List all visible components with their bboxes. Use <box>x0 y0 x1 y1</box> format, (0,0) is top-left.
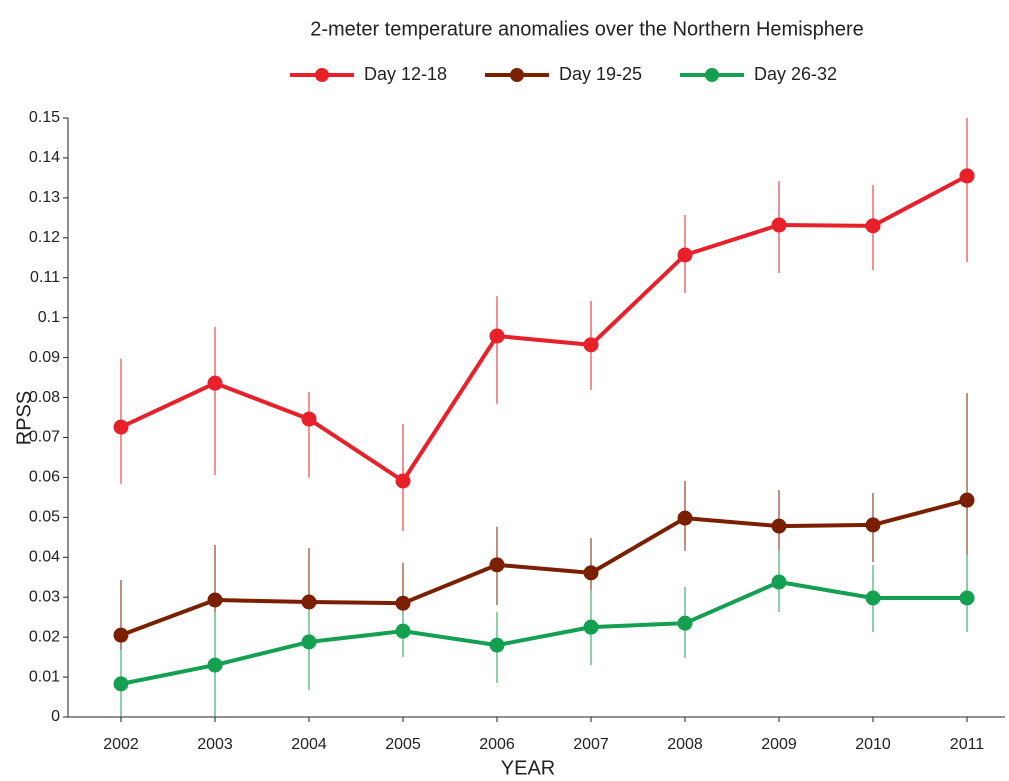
series-line <box>120 174 968 483</box>
y-tick-label: 0.14 <box>29 149 60 166</box>
data-point <box>395 595 411 611</box>
data-point <box>113 627 129 643</box>
data-point <box>113 419 129 435</box>
legend-label: Day 26-32 <box>754 64 837 84</box>
y-tick-label: 0.15 <box>29 109 60 126</box>
x-tick-label: 2002 <box>103 736 139 753</box>
x-tick-label: 2010 <box>855 736 891 753</box>
x-tick-label: 2003 <box>197 736 233 753</box>
y-tick-label: 0 <box>51 708 60 725</box>
y-tick-label: 0.06 <box>29 469 60 486</box>
x-tick-label: 2005 <box>385 736 421 753</box>
data-point <box>677 615 693 631</box>
data-point <box>959 168 975 184</box>
data-point <box>489 557 505 573</box>
data-point <box>207 657 223 673</box>
y-tick-label: 0.04 <box>29 548 60 565</box>
data-point <box>395 623 411 639</box>
data-point <box>583 619 599 635</box>
data-point <box>395 473 411 489</box>
chart-title: 2-meter temperature anomalies over the N… <box>310 18 864 40</box>
data-point <box>583 337 599 353</box>
y-tick-label: 0.12 <box>29 229 60 246</box>
data-point <box>583 565 599 581</box>
data-point <box>865 218 881 234</box>
data-point <box>677 510 693 526</box>
x-tick-label: 2008 <box>667 736 703 753</box>
x-tick-label: 2009 <box>761 736 797 753</box>
x-tick-label: 2004 <box>291 736 327 753</box>
data-point <box>489 637 505 653</box>
x-tick-label: 2006 <box>479 736 515 753</box>
data-point <box>301 594 317 610</box>
data-point <box>113 676 129 692</box>
series-line <box>120 498 968 638</box>
y-tick-label: 0.09 <box>29 349 60 366</box>
y-tick-label: 0.11 <box>30 269 60 286</box>
x-tick-label: 2011 <box>950 736 985 753</box>
data-point <box>207 375 223 391</box>
data-point <box>301 411 317 427</box>
y-tick-label: 0.08 <box>29 389 60 406</box>
y-tick-label: 0.05 <box>29 509 60 526</box>
data-point <box>865 590 881 606</box>
y-tick-label: 0.13 <box>29 189 60 206</box>
data-point <box>771 518 787 534</box>
y-tick-label: 0.03 <box>29 588 60 605</box>
data-point <box>677 247 693 263</box>
legend-label: Day 19-25 <box>559 64 642 84</box>
data-point <box>865 517 881 533</box>
y-tick-label: 0.01 <box>29 668 60 685</box>
data-point <box>771 574 787 590</box>
data-point <box>771 217 787 233</box>
legend-marker <box>315 68 329 82</box>
x-axis-label: YEAR <box>501 757 555 779</box>
y-tick-label: 0.07 <box>29 429 60 446</box>
legend-label: Day 12-18 <box>364 64 447 84</box>
x-tick-label: 2007 <box>573 736 609 753</box>
y-tick-label: 0.02 <box>29 628 60 645</box>
legend-marker <box>705 68 719 82</box>
y-tick-label: 0.1 <box>38 309 60 326</box>
data-point <box>959 492 975 508</box>
data-point <box>207 592 223 608</box>
y-axis-label: RPSS <box>13 391 35 445</box>
legend-marker <box>510 68 524 82</box>
data-point <box>959 590 975 606</box>
series-line <box>120 580 967 686</box>
data-point <box>489 328 505 344</box>
data-point <box>301 634 317 650</box>
